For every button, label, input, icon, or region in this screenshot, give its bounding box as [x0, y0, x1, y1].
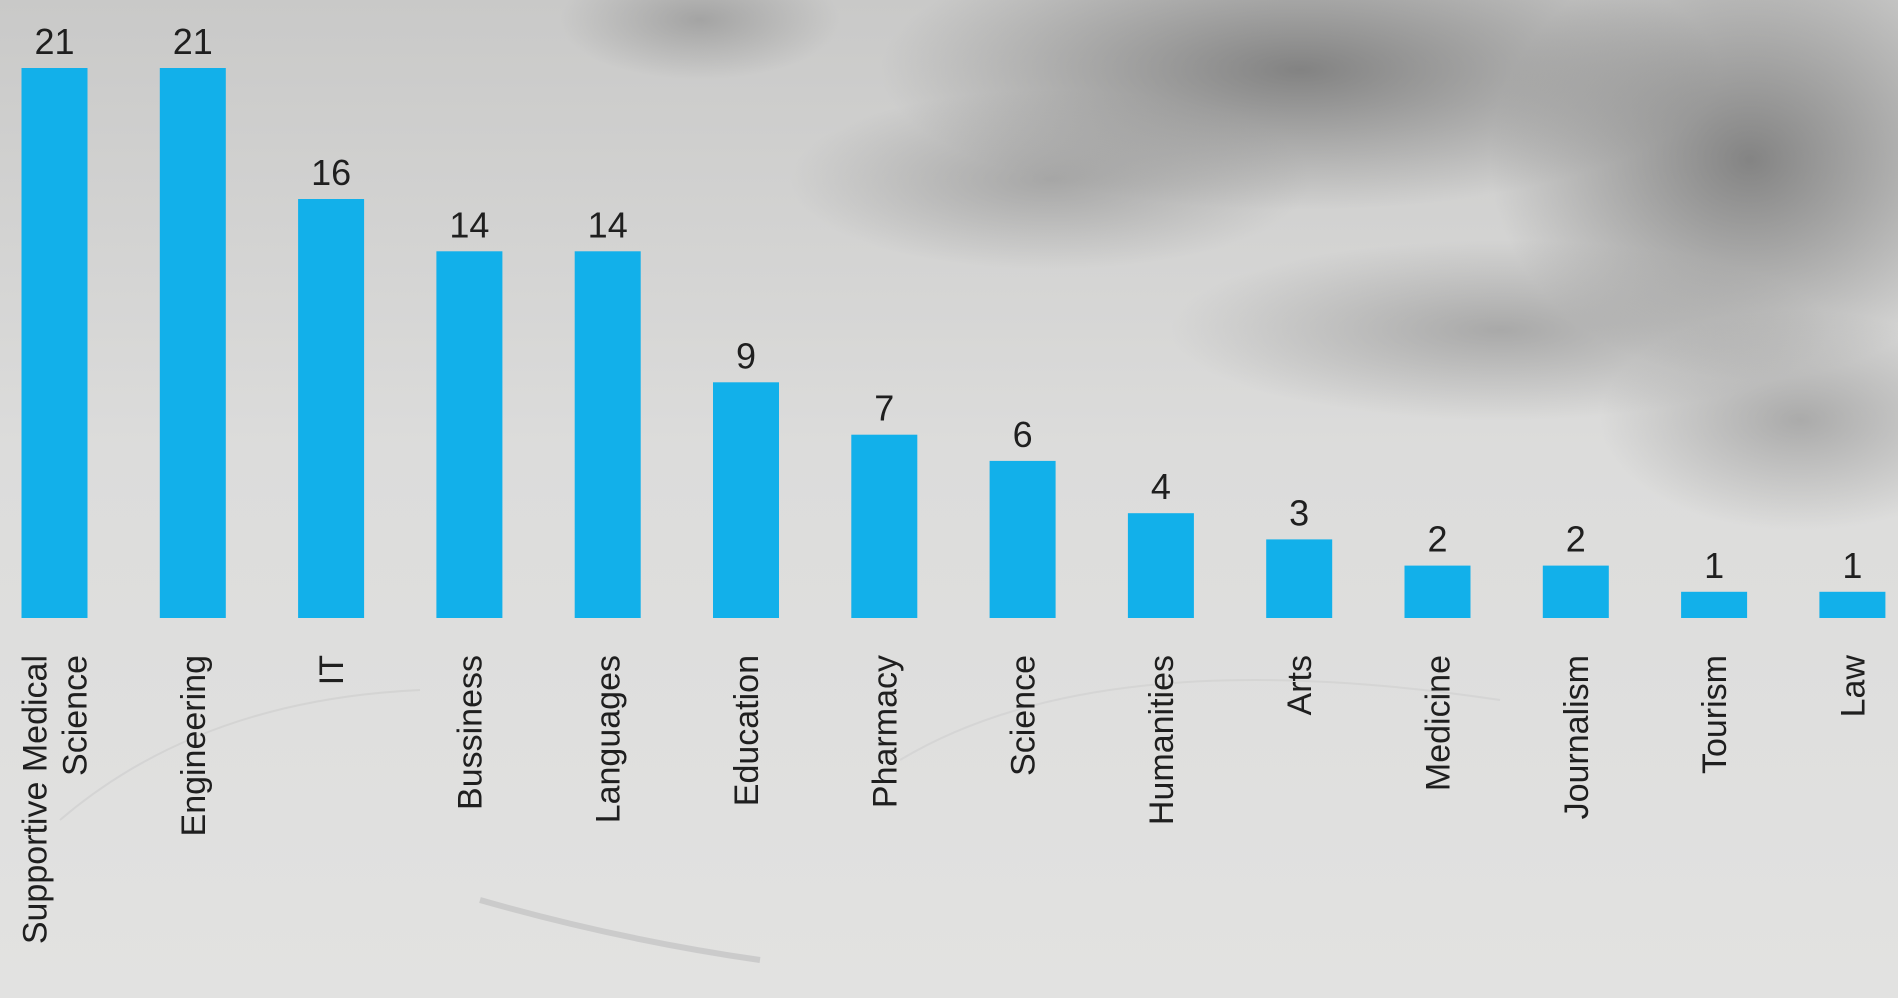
- category-label-line: Pharmacy: [866, 655, 904, 808]
- category-label-supportive-medical-science: Supportive Medical Science: [17, 655, 95, 944]
- value-label-education: 9: [736, 335, 756, 376]
- value-label-engineering: 21: [173, 21, 213, 62]
- category-label-line: Engineering: [175, 655, 213, 836]
- bar-engineering: [159, 68, 226, 618]
- value-label-it: 16: [311, 152, 351, 193]
- value-label-journalism: 2: [1566, 519, 1586, 560]
- category-label-line: Education: [728, 655, 766, 806]
- value-label-tourism: 1: [1704, 545, 1724, 586]
- bar-arts: [1266, 539, 1333, 618]
- category-label-line: Supportive Medical: [17, 655, 55, 944]
- category-label-humanities: Humanities: [1143, 655, 1181, 825]
- category-label-medicine: Medicine: [1420, 655, 1458, 791]
- category-label-line: Humanities: [1143, 655, 1181, 825]
- category-label-journalism: Journalism: [1558, 655, 1596, 819]
- value-label-pharmacy: 7: [874, 388, 894, 429]
- category-label-tourism: Tourism: [1696, 655, 1734, 774]
- bar-science: [989, 460, 1056, 618]
- bar-humanities: [1127, 513, 1194, 618]
- bar-medicine: [1404, 565, 1471, 618]
- category-label-line: Languages: [590, 655, 628, 823]
- bar-languages: [574, 251, 641, 619]
- category-label-languages: Languages: [590, 655, 628, 823]
- category-label-line: Medicine: [1420, 655, 1458, 791]
- bar-pharmacy: [851, 434, 918, 618]
- bar-law: [1819, 591, 1886, 618]
- category-label-pharmacy: Pharmacy: [866, 655, 904, 808]
- value-label-languages: 14: [588, 204, 628, 245]
- category-label-line: Law: [1834, 655, 1872, 718]
- category-label-science: Science: [1005, 655, 1043, 776]
- category-label-arts: Arts: [1281, 655, 1319, 715]
- bar-it: [298, 199, 365, 618]
- category-label-line: Tourism: [1696, 655, 1734, 774]
- category-label-education: Education: [728, 655, 766, 806]
- category-label-engineering: Engineering: [175, 655, 213, 836]
- category-label-line: Science: [57, 655, 95, 776]
- value-label-science: 6: [1013, 414, 1033, 455]
- value-label-arts: 3: [1289, 492, 1309, 533]
- category-label-line: Bussiness: [451, 655, 489, 810]
- value-label-bussiness: 14: [449, 204, 489, 245]
- bar-education: [713, 382, 779, 618]
- category-label-bussiness: Bussiness: [451, 655, 489, 810]
- value-label-medicine: 2: [1427, 519, 1447, 560]
- category-label-law: Law: [1834, 655, 1872, 718]
- category-labels-group: Supportive Medical Science Engineering IT Bu…: [17, 655, 1873, 945]
- value-label-supportive-medical-science: 21: [34, 21, 74, 62]
- bar-supportive-medical-science: [21, 68, 88, 618]
- category-label-line: IT: [313, 655, 351, 685]
- category-label-line: Arts: [1281, 655, 1319, 715]
- value-label-law: 1: [1842, 545, 1862, 586]
- category-label-line: Science: [1005, 655, 1043, 776]
- bars-group: [21, 68, 1886, 619]
- bar-journalism: [1542, 565, 1609, 618]
- bar-tourism: [1681, 591, 1748, 618]
- category-label-line: Journalism: [1558, 655, 1596, 819]
- value-label-humanities: 4: [1151, 466, 1171, 507]
- bar-bussiness: [436, 251, 503, 619]
- category-label-it: IT: [313, 655, 351, 685]
